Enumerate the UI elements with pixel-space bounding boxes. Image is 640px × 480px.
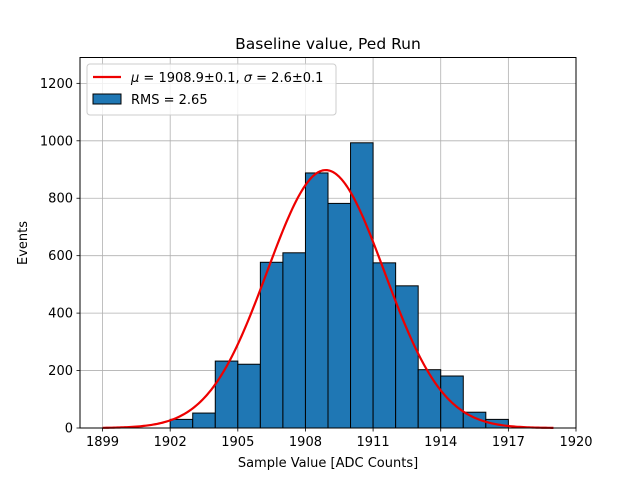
legend-mu-value: = 1908.9±0.1, bbox=[139, 71, 243, 86]
chart-title: Baseline value, Ped Run bbox=[235, 35, 421, 53]
legend-histogram-label: RMS = 2.65 bbox=[131, 93, 208, 108]
y-tick-label: 600 bbox=[48, 249, 73, 264]
y-axis: 0 200 400 600 800 1000 1200 bbox=[40, 77, 80, 437]
x-tick-label: 1911 bbox=[357, 435, 390, 450]
plot-frame bbox=[79, 57, 577, 429]
y-tick-label: 400 bbox=[48, 307, 73, 322]
x-tick-label: 1899 bbox=[86, 435, 119, 450]
histogram-bar bbox=[327, 202, 352, 429]
legend-box bbox=[86, 63, 337, 116]
legend-sigma-value: = 2.6±0.1 bbox=[252, 71, 323, 86]
x-tick-label: 1920 bbox=[559, 435, 592, 450]
histogram-bar bbox=[372, 262, 397, 429]
histogram-bar bbox=[350, 142, 374, 429]
x-tick-label: 1917 bbox=[492, 435, 525, 450]
x-axis-title: Sample Value [ADC Counts] bbox=[238, 456, 418, 471]
y-tick-label: 1200 bbox=[40, 77, 73, 92]
gaussian-fit-curve bbox=[102, 168, 554, 429]
histogram-bar bbox=[237, 363, 261, 429]
legend-sigma-symbol: σ bbox=[244, 71, 253, 86]
x-axis: 1899 1902 1905 1908 1911 1914 1917 1920 bbox=[86, 428, 593, 450]
histogram-bars bbox=[169, 142, 509, 429]
fit-curve-layer bbox=[102, 168, 554, 429]
legend-histogram-swatch bbox=[92, 93, 122, 105]
y-tick-label: 800 bbox=[48, 192, 73, 207]
histogram-bar bbox=[214, 360, 239, 429]
y-axis-title: Events bbox=[16, 221, 31, 265]
histogram-bar bbox=[192, 412, 216, 429]
histogram-bar bbox=[417, 369, 442, 429]
histogram-bar bbox=[259, 261, 284, 429]
y-tick-label: 200 bbox=[48, 364, 73, 379]
x-tick-label: 1914 bbox=[424, 435, 457, 450]
histogram-bar bbox=[169, 418, 194, 429]
y-tick-label: 1000 bbox=[40, 134, 73, 149]
legend-fit-label: μ = 1908.9±0.1, σ = 2.6±0.1 bbox=[130, 71, 323, 86]
histogram-bar bbox=[304, 172, 329, 429]
y-tick-label: 0 bbox=[65, 422, 73, 437]
legend-mu-symbol: μ bbox=[130, 71, 139, 86]
histogram-bar bbox=[282, 252, 306, 429]
legend: μ = 1908.9±0.1, σ = 2.6±0.1 RMS = 2.65 bbox=[86, 63, 337, 116]
x-tick-label: 1902 bbox=[154, 435, 187, 450]
x-tick-label: 1905 bbox=[221, 435, 254, 450]
x-tick-label: 1908 bbox=[289, 435, 322, 450]
